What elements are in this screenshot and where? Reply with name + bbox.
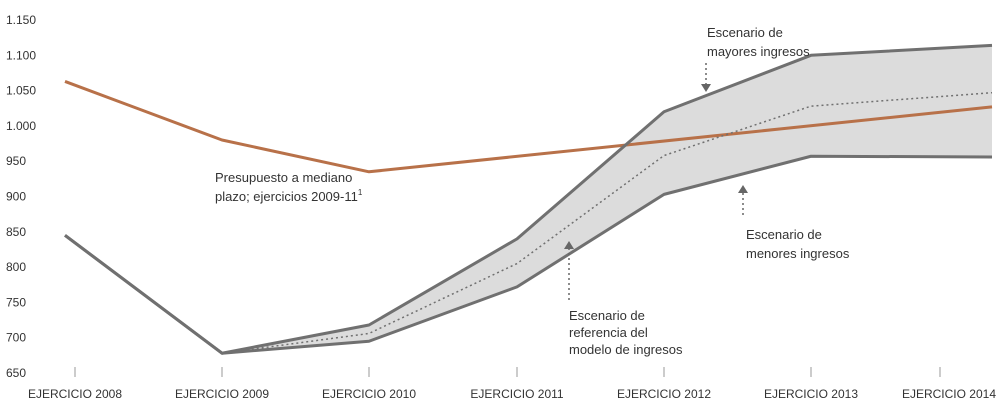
x-tick-label: EJERCICIO 2012 [617, 387, 711, 401]
annotation-arrow-head [701, 84, 711, 92]
y-tick-label: 850 [6, 225, 26, 239]
y-tick-label: 900 [6, 190, 26, 204]
y-tick-label: 700 [6, 331, 26, 345]
scenario-band [222, 45, 992, 354]
y-tick-label: 1.050 [6, 84, 36, 98]
y-tick-label: 1.150 [6, 13, 36, 27]
annotations: Presupuesto a mediano plazo; ejercicios 2… [215, 25, 850, 357]
annotation-arrow-head [738, 185, 748, 193]
series-lines [64, 43, 993, 355]
x-tick-label: EJERCICIO 2014 [902, 387, 996, 401]
y-tick-label: 650 [6, 366, 26, 380]
annotation-reference-label: Escenario de referencia del modelo de ingr… [569, 308, 683, 357]
series-line-budget [64, 80, 993, 174]
annotation-low-label: Escenario de menores ingresos [746, 227, 850, 261]
y-tick-label: 800 [6, 260, 26, 274]
annotation-high-label: Escenario de mayores ingresos [707, 25, 810, 59]
y-tick-label: 1.100 [6, 48, 36, 62]
x-tick-label: EJERCICIO 2011 [470, 387, 563, 401]
band-area [222, 45, 992, 354]
annotation-arrow-head [564, 241, 574, 249]
x-tick-label: EJERCICIO 2013 [764, 387, 858, 401]
x-tick-label: EJERCICIO 2010 [322, 387, 416, 401]
y-tick-label: 950 [6, 154, 26, 168]
x-tick-label: EJERCICIO 2008 [28, 387, 122, 401]
annotation-budget-label: Presupuesto a mediano plazo; ejercicios 2… [215, 170, 363, 204]
y-tick-label: 750 [6, 295, 26, 309]
axes: 650 700 750 800 850 900 950 1.000 1.050 1.100 1.15… [6, 13, 996, 401]
y-tick-label: 1.000 [6, 119, 36, 133]
x-tick-label: EJERCICIO 2009 [175, 387, 269, 401]
